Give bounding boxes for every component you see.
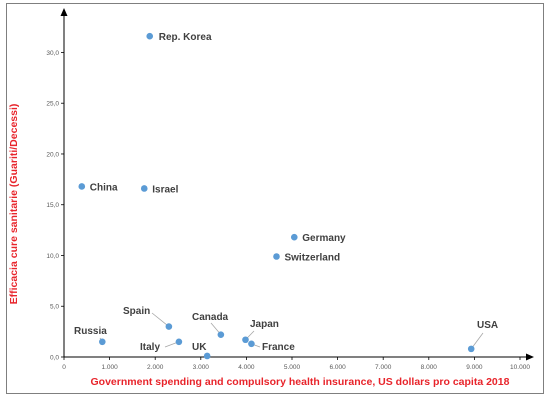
point-label: Canada — [192, 312, 229, 323]
data-point — [99, 338, 106, 346]
data-point — [217, 331, 225, 338]
point-label: Japan — [250, 319, 279, 330]
y-tick-label: 10,0 — [46, 253, 59, 260]
x-tick-label: 9.000 — [466, 364, 483, 371]
data-point — [273, 253, 280, 260]
y-tick-label: 15,0 — [46, 202, 59, 209]
data-point — [175, 338, 183, 346]
data-point — [146, 32, 154, 40]
point-label: China — [90, 182, 118, 193]
point-label: France — [262, 342, 295, 353]
x-tick-label: 1.000 — [101, 364, 118, 371]
leader-line — [151, 312, 170, 327]
y-ticks: 0,0 5,0 10,0 15,0 20,0 25,0 30,0 — [46, 50, 64, 362]
axes — [60, 8, 534, 361]
x-tick-label: 8.000 — [421, 364, 438, 371]
data-point — [242, 336, 249, 344]
y-tick-label: 25,0 — [46, 101, 59, 108]
x-tick-label: 6.000 — [329, 364, 346, 371]
point-label: UK — [192, 342, 207, 353]
x-tick-label: 2.000 — [147, 364, 164, 371]
y-tick-label: 5,0 — [50, 304, 59, 311]
point-label: Spain — [123, 306, 150, 317]
x-axis-label: Government spending and compulsory healt… — [91, 376, 510, 388]
point-labels: Rep. Korea China Israel Germany Switzerland S… — [74, 32, 498, 353]
point-label: Israel — [152, 184, 178, 195]
chart-frame — [6, 3, 544, 394]
data-points — [78, 32, 475, 360]
y-tick-label: 30,0 — [46, 50, 59, 57]
y-axis-arrow — [60, 8, 68, 16]
data-point — [203, 352, 211, 360]
point-label: Germany — [302, 233, 346, 244]
x-ticks: 0 1.000 2.000 3.000 4.000 5.000 6.000 7.000 8.00… — [62, 357, 530, 371]
data-point — [165, 323, 173, 330]
y-axis-label: Efficacia cure sanitarie (Guariti/Decess… — [8, 104, 20, 305]
y-tick-label: 0,0 — [50, 355, 59, 362]
data-point — [78, 183, 86, 190]
data-point — [290, 233, 298, 241]
x-tick-label: 7.000 — [375, 364, 392, 371]
point-label: Italy — [140, 342, 160, 353]
y-tick-label: 20,0 — [46, 151, 59, 158]
x-tick-label: 10.000 — [510, 364, 530, 371]
point-label: Russia — [74, 326, 107, 337]
x-tick-label: 3.000 — [193, 364, 210, 371]
data-point — [467, 345, 475, 353]
point-label: Switzerland — [284, 253, 340, 264]
data-point — [140, 185, 148, 192]
x-tick-label: 0 — [62, 364, 66, 371]
point-label: Rep. Korea — [159, 32, 212, 43]
x-axis-arrow — [526, 353, 534, 361]
x-tick-label: 5.000 — [284, 364, 301, 371]
x-tick-label: 4.000 — [238, 364, 255, 371]
point-label: USA — [477, 320, 498, 331]
data-point — [248, 340, 255, 348]
